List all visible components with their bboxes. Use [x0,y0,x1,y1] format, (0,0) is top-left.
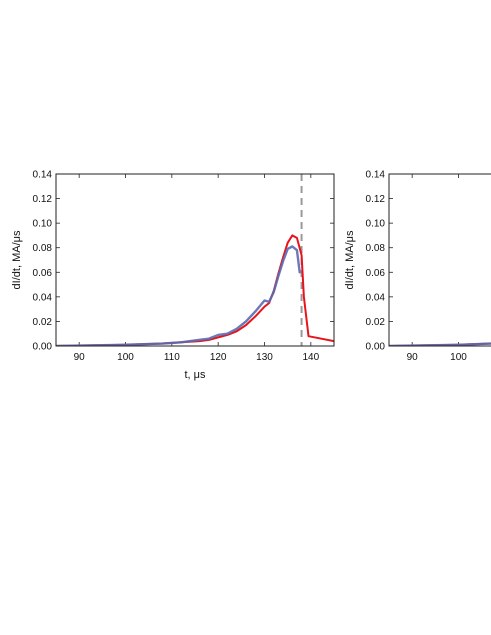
y-tick-label: 0.04 [366,292,386,303]
y-tick-label: 0.00 [366,342,386,353]
y-tick-label: 0.00 [33,342,53,353]
chart-left: 0.00 0.02 0.04 0.06 0.08 0.10 0.12 0.14 90 100 110… [11,170,335,381]
y-tick-label: 0.12 [366,194,386,205]
y-tick-label: 0.14 [33,170,53,181]
plot-frame [55,173,335,347]
x-tick-label: 130 [256,352,273,363]
x-tick-label: 140 [302,352,319,363]
y-tick-label: 0.12 [33,194,53,205]
y-tick-label: 0.14 [366,170,386,181]
chart-right: 0.00 0.02 0.04 0.06 0.08 0.10 0.12 0.14 90 100 dI/… [344,170,491,363]
y-tick-label: 0.02 [366,317,386,328]
plot-frame [388,173,491,347]
x-tick-label: 100 [117,352,134,363]
x-tick-label: 90 [74,352,86,363]
y-tick-label: 0.10 [366,219,386,230]
x-tick-label: 90 [407,352,419,363]
x-tick-label: 120 [210,352,227,363]
y-tick-label: 0.06 [366,268,386,279]
x-axis-label: t, μs [184,369,206,381]
series-line-red [56,234,334,346]
y-tick-label: 0.08 [33,243,53,254]
y-tick-label: 0.04 [33,292,53,303]
x-tick-label: 110 [164,352,180,363]
y-axis-label: dI/dt, MA/μs [11,230,23,289]
y-tick-label: 0.02 [33,317,53,328]
y-tick-label: 0.10 [33,219,53,230]
y-axis-label: dI/dt, MA/μs [344,230,356,289]
series-line-blue [56,245,301,346]
x-tick-label: 100 [450,352,467,363]
y-tick-label: 0.06 [33,268,53,279]
y-tick-label: 0.08 [366,243,386,254]
